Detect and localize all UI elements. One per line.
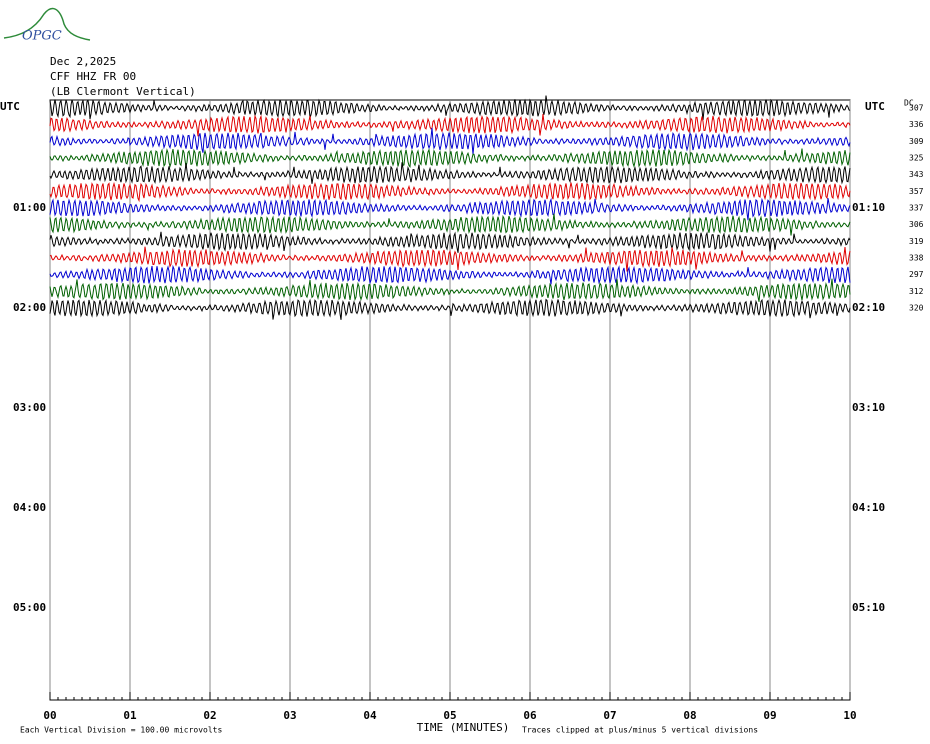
- hour-label: 02:00: [13, 301, 46, 314]
- x-tick-label: 01: [123, 709, 137, 722]
- hour-label: 04:00: [13, 501, 46, 514]
- x-tick-label: 08: [683, 709, 696, 722]
- x-tick-label: 00: [43, 709, 56, 722]
- trace: [49, 148, 851, 169]
- trace: [49, 113, 851, 137]
- logo-curve: [3, 7, 91, 41]
- dc-value: 309: [909, 137, 924, 146]
- dc-value: 338: [909, 254, 924, 263]
- hour-label: 01:10: [852, 201, 885, 214]
- trace: [49, 127, 851, 155]
- trace: [49, 246, 851, 272]
- x-tick-label: 05: [443, 709, 456, 722]
- dc-value: 320: [909, 304, 924, 313]
- dc-value: 325: [909, 154, 924, 163]
- hour-label: 05:00: [13, 601, 46, 614]
- dc-value: 343: [909, 170, 924, 179]
- trace: [49, 213, 851, 236]
- x-tick-label: 10: [843, 709, 856, 722]
- footer-left: Each Vertical Division = 100.00 microvol…: [20, 726, 222, 735]
- title-line: Dec 2,2025: [50, 55, 116, 68]
- logo: OPGC: [22, 29, 62, 44]
- title-line: (LB Clermont Vertical): [50, 85, 196, 98]
- left-axis-label: UTC: [0, 100, 20, 113]
- trace: [49, 197, 851, 221]
- dc-value: 307: [909, 104, 924, 113]
- hour-label: 03:10: [852, 401, 885, 414]
- x-tick-label: 07: [603, 709, 616, 722]
- dc-label: DC: [904, 99, 914, 108]
- dc-value: 357: [909, 187, 924, 196]
- dc-value: 337: [909, 204, 924, 213]
- x-tick-label: 09: [763, 709, 776, 722]
- x-axis-label: TIME (MINUTES): [417, 721, 510, 734]
- x-tick-label: 04: [363, 709, 377, 722]
- title-line: CFF HHZ FR 00: [50, 70, 136, 83]
- trace: [49, 231, 851, 253]
- trace: [49, 181, 851, 203]
- dc-value: 297: [909, 270, 924, 279]
- hour-label: 03:00: [13, 401, 46, 414]
- x-tick-label: 02: [203, 709, 216, 722]
- trace: [49, 264, 851, 285]
- x-tick-label: 03: [283, 709, 296, 722]
- dc-value: 306: [909, 220, 924, 229]
- dc-value: 319: [909, 237, 924, 246]
- hour-label: 04:10: [852, 501, 885, 514]
- x-tick-label: 06: [523, 709, 537, 722]
- trace: [49, 298, 851, 320]
- hour-label: 02:10: [852, 301, 885, 314]
- trace: [49, 162, 851, 185]
- trace: [49, 95, 851, 121]
- footer-right: Traces clipped at plus/minus 5 vertical …: [522, 726, 758, 735]
- hour-label: 01:00: [13, 201, 46, 214]
- dc-value: 312: [909, 287, 924, 296]
- trace: [49, 278, 851, 302]
- dc-value: 336: [909, 120, 924, 129]
- hour-label: 05:10: [852, 601, 885, 614]
- right-axis-label: UTC: [865, 100, 885, 113]
